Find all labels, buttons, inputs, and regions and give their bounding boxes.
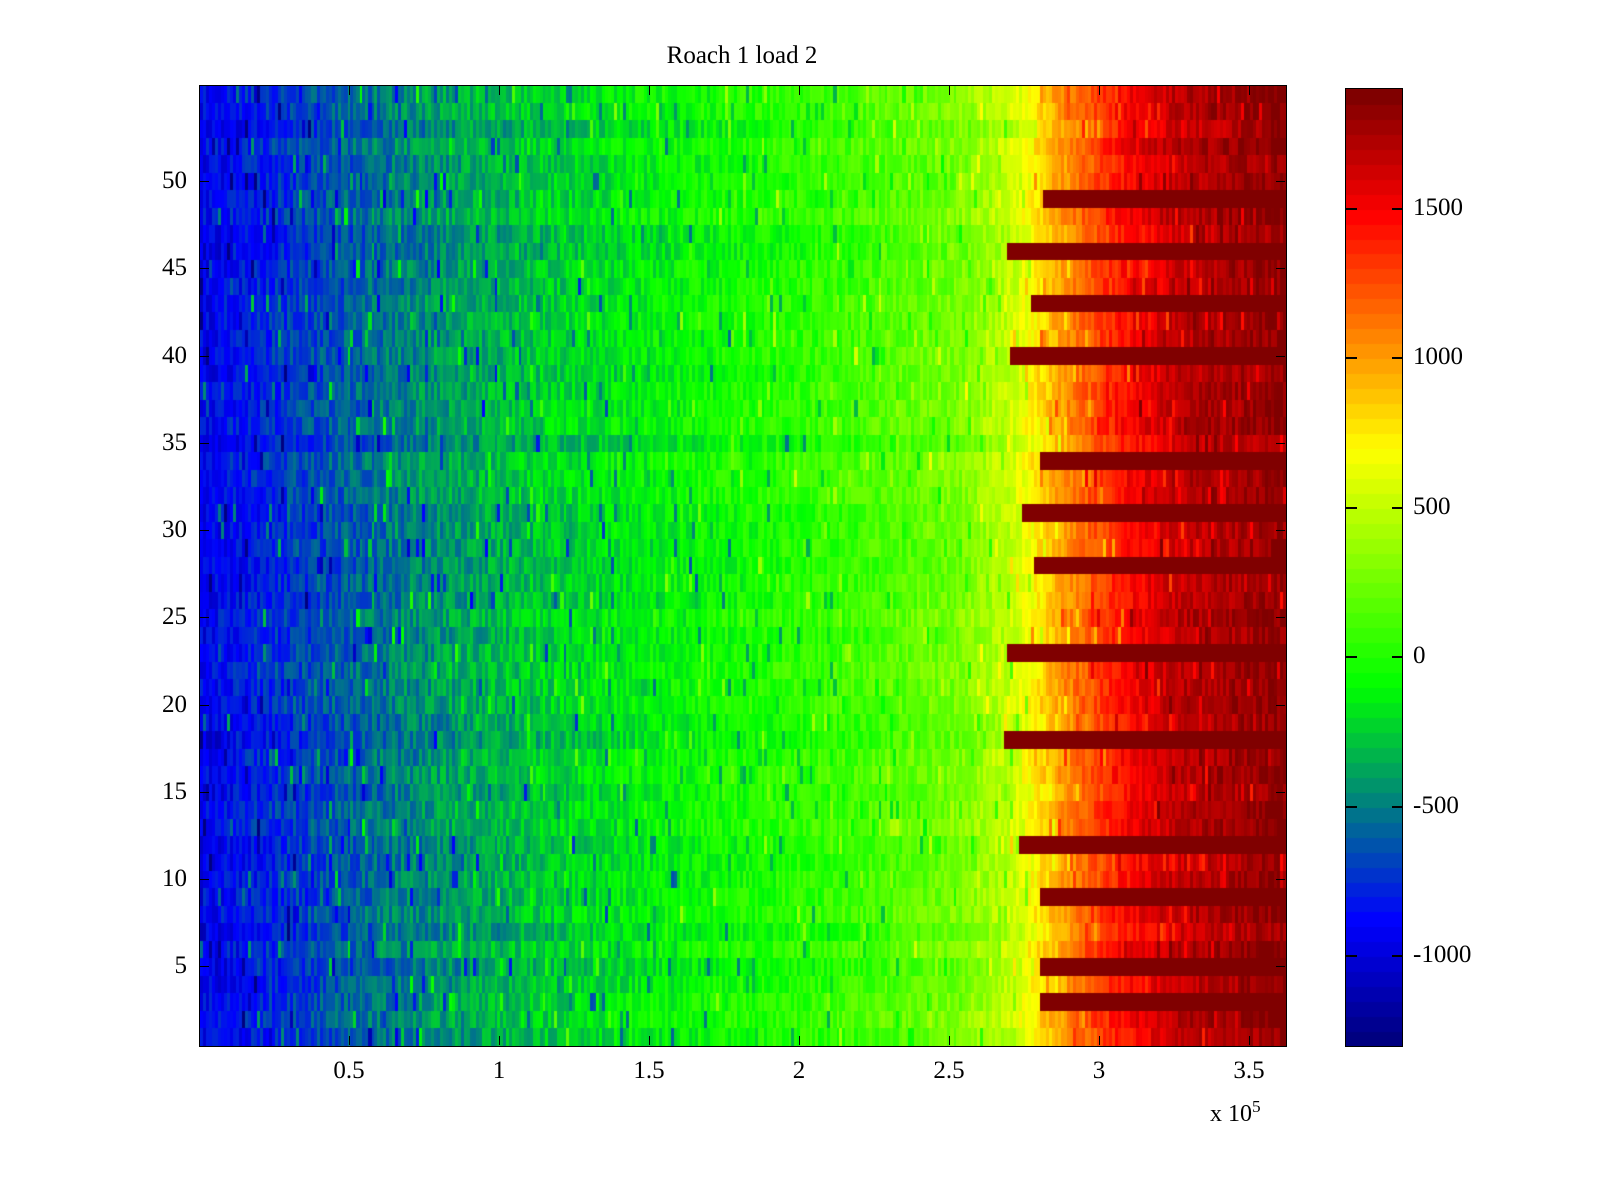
colorbar-tick-label: 0 — [1413, 642, 1426, 669]
colorbar[interactable] — [1345, 88, 1403, 1047]
x-axis-tick — [1099, 1036, 1100, 1045]
x-axis-tick — [499, 1036, 500, 1045]
colorbar-tick-label: 1000 — [1413, 343, 1463, 370]
y-axis-tick-label: 5 — [174, 952, 188, 979]
x-axis-tick-label: 2 — [792, 1057, 806, 1084]
y-axis-tick-label: 20 — [162, 691, 187, 718]
y-axis-tick-right — [1276, 879, 1285, 880]
heatmap-image — [200, 86, 1286, 1046]
y-axis-tick-label: 40 — [162, 342, 187, 369]
y-axis-tick-right — [1276, 268, 1285, 269]
y-axis-tick-right — [1276, 181, 1285, 182]
x-axis-tick-label: 2.5 — [933, 1057, 965, 1084]
colorbar-tick-label: -500 — [1413, 792, 1459, 819]
x-axis-tick-label: 1.5 — [633, 1057, 665, 1084]
colorbar-gradient — [1346, 89, 1402, 1046]
x-axis-tick — [1249, 1036, 1250, 1045]
y-axis-tick-label: 15 — [162, 778, 187, 805]
colorbar-tick — [1346, 656, 1357, 658]
colorbar-tick — [1346, 955, 1357, 957]
x-axis-tick — [649, 1036, 650, 1045]
y-axis-tick — [200, 966, 209, 967]
page-title: Roach 1 load 2 — [666, 42, 818, 69]
y-axis-tick — [200, 443, 209, 444]
x-axis-tick-label: 3 — [1092, 1057, 1106, 1084]
colorbar-tick-right — [1392, 955, 1403, 957]
colorbar-tick-right — [1392, 806, 1403, 808]
colorbar-tick — [1346, 208, 1357, 210]
colorbar-tick-right — [1392, 656, 1403, 658]
y-axis-tick-right — [1276, 705, 1285, 706]
x-exponent-mantissa: x 10 — [1210, 1101, 1252, 1127]
x-axis-tick-top — [649, 86, 650, 95]
y-axis-tick-right — [1276, 443, 1285, 444]
y-axis-tick — [200, 530, 209, 531]
y-axis-tick-label: 25 — [162, 603, 187, 630]
y-axis-tick — [200, 705, 209, 706]
x-axis-tick-label: 3.5 — [1233, 1057, 1265, 1084]
y-axis-tick-label: 45 — [162, 254, 187, 281]
colorbar-tick-label: 500 — [1413, 493, 1451, 520]
x-exponent-power: 5 — [1252, 1097, 1261, 1116]
x-axis-tick — [799, 1036, 800, 1045]
heatmap-axes[interactable] — [199, 85, 1287, 1047]
colorbar-tick-right — [1392, 208, 1403, 210]
colorbar-tick-right — [1392, 507, 1403, 509]
x-axis-tick-top — [1099, 86, 1100, 95]
x-axis-tick-top — [1249, 86, 1250, 95]
colorbar-tick — [1346, 806, 1357, 808]
x-axis-tick-top — [349, 86, 350, 95]
x-axis-tick-top — [799, 86, 800, 95]
colorbar-tick — [1346, 357, 1357, 359]
y-axis-tick-label: 10 — [162, 865, 187, 892]
y-axis-tick-label: 30 — [162, 516, 187, 543]
y-axis-tick — [200, 356, 209, 357]
y-axis-tick-right — [1276, 792, 1285, 793]
colorbar-tick-label: -1000 — [1413, 941, 1472, 968]
y-axis-tick — [200, 792, 209, 793]
y-axis-tick — [200, 879, 209, 880]
x-axis-tick — [949, 1036, 950, 1045]
y-axis-tick-right — [1276, 617, 1285, 618]
y-axis-tick — [200, 617, 209, 618]
colorbar-tick-right — [1392, 357, 1403, 359]
colorbar-tick-label: 1500 — [1413, 194, 1463, 221]
y-axis-tick — [200, 181, 209, 182]
x-axis-tick — [349, 1036, 350, 1045]
x-axis-exponent-label: x 105 — [1210, 1097, 1261, 1128]
colorbar-tick — [1346, 507, 1357, 509]
x-axis-tick-label: 0.5 — [333, 1057, 365, 1084]
y-axis-tick-right — [1276, 356, 1285, 357]
y-axis-tick-label: 35 — [162, 429, 187, 456]
y-axis-tick-label: 50 — [162, 167, 187, 194]
x-axis-tick-top — [949, 86, 950, 95]
y-axis-tick — [200, 268, 209, 269]
x-axis-tick-top — [499, 86, 500, 95]
x-axis-tick-label: 1 — [492, 1057, 506, 1084]
y-axis-tick-right — [1276, 530, 1285, 531]
y-axis-tick-right — [1276, 966, 1285, 967]
